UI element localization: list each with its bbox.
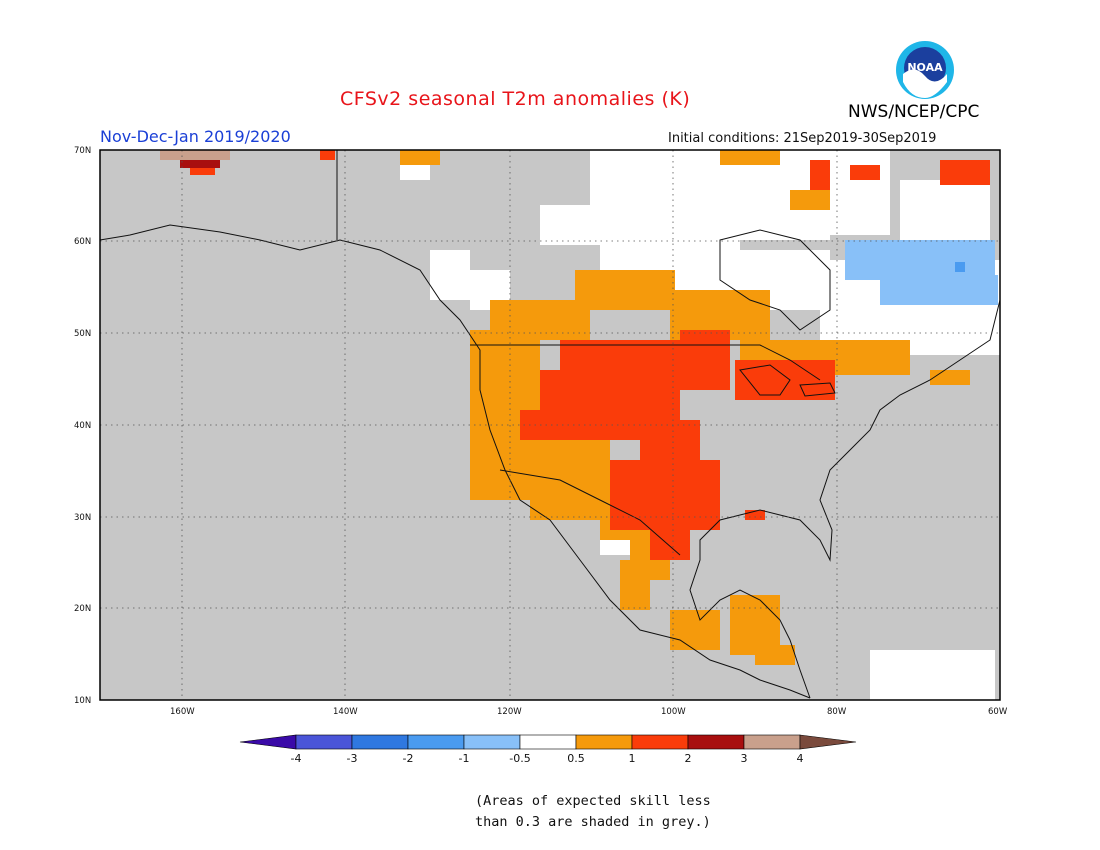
hudson-bay	[719, 229, 831, 331]
anomaly-strong-warm-region	[735, 360, 835, 400]
lon-label: 100W	[661, 707, 686, 717]
anomaly-neutral-region	[430, 250, 470, 300]
legend-swatch	[407, 734, 465, 750]
lon-label: 140W	[333, 707, 358, 717]
lat-label: 10N	[74, 696, 91, 706]
legend-swatch	[575, 734, 633, 750]
legend-label: 0.5	[567, 752, 585, 765]
legend-swatch	[799, 734, 857, 750]
anomaly-cool-region	[955, 262, 965, 272]
anomaly-strong-warm-region	[320, 150, 335, 160]
legend-label: 2	[685, 752, 692, 765]
legend-label: 3	[741, 752, 748, 765]
anomaly-warm-region	[400, 150, 440, 165]
legend-swatch	[743, 734, 801, 750]
anomaly-strong-warm-region	[680, 330, 730, 390]
anomaly-warm-region	[670, 610, 720, 650]
legend-swatch	[351, 734, 409, 750]
anomaly-neutral-region	[540, 205, 600, 245]
map-frame	[99, 149, 1001, 701]
legend-label: -3	[347, 752, 358, 765]
anomaly-warm-region	[930, 370, 970, 385]
lon-labels: 160W 140W 120W 100W 80W 60W	[170, 707, 1008, 717]
legend-label: 4	[797, 752, 804, 765]
lat-label: 20N	[74, 604, 91, 614]
legend-label: -0.5	[509, 752, 530, 765]
coastlines	[99, 150, 1001, 699]
legend-label: -2	[403, 752, 414, 765]
coastline-west	[99, 224, 811, 699]
agency-label: NWS/NCEP/CPC	[848, 102, 980, 122]
legend-swatch	[463, 734, 521, 750]
coastline-east	[689, 299, 1001, 699]
anomaly-strong-warm-region	[850, 165, 880, 180]
lon-label: 160W	[170, 707, 195, 717]
lat-label: 40N	[74, 421, 91, 431]
anomaly-warm-region	[720, 150, 780, 165]
anomaly-warm-region	[530, 440, 610, 520]
legend-swatch	[687, 734, 745, 750]
legend-swatch	[631, 734, 689, 750]
noaa-logo-icon: NOAA	[896, 41, 954, 99]
skill-note: (Areas of expected skill less than 0.3 a…	[475, 791, 711, 833]
anomaly-extreme-warm-region	[160, 150, 230, 160]
lon-label: 80W	[827, 707, 847, 717]
legend-swatch	[295, 734, 353, 750]
forecast-period: Nov-Dec-Jan 2019/2020	[100, 127, 291, 146]
great-lakes	[739, 364, 836, 397]
anomaly-strong-warm-region	[745, 510, 765, 520]
lat-labels: 70N 60N 50N 40N 30N 20N 10N	[74, 146, 91, 706]
map-gridlines	[100, 150, 1000, 700]
initial-conditions: Initial conditions: 21Sep2019-30Sep2019	[668, 131, 937, 146]
legend-swatch	[519, 734, 577, 750]
legend-label: -4	[291, 752, 302, 765]
anomaly-cells	[160, 150, 1000, 700]
lat-label: 70N	[74, 146, 91, 156]
lat-label: 60N	[74, 237, 91, 247]
anomaly-cool-region	[880, 275, 998, 305]
lon-label: 60W	[988, 707, 1008, 717]
skill-note-line: than 0.3 are shaded in grey.)	[475, 814, 711, 830]
legend-label: -1	[459, 752, 470, 765]
anomaly-strong-warm-region	[640, 420, 700, 460]
anomaly-strong-warm-region	[610, 460, 720, 530]
lon-label: 120W	[497, 707, 522, 717]
map-title: CFSv2 seasonal T2m anomalies (K)	[340, 88, 691, 110]
anomaly-cool-region	[845, 240, 995, 280]
skill-note-line: (Areas of expected skill less	[475, 793, 711, 809]
legend-label: 1	[629, 752, 636, 765]
anomaly-neutral-region	[900, 180, 990, 250]
anomaly-strong-warm-region	[940, 160, 990, 185]
anomaly-strong-warm-region	[650, 520, 690, 560]
svg-text:NOAA: NOAA	[907, 61, 943, 74]
us-canada-border	[470, 344, 821, 381]
anomaly-strong-warm-region	[810, 160, 830, 190]
anomaly-warm-region	[790, 190, 830, 210]
anomaly-warm-region	[575, 270, 675, 310]
legend-swatch	[239, 734, 297, 750]
anomaly-very-warm-region	[180, 160, 220, 168]
anomaly-warm-region	[620, 560, 650, 610]
us-mexico-border	[499, 469, 681, 556]
lat-label: 30N	[74, 513, 91, 523]
anomaly-neutral-region	[870, 650, 995, 700]
anomaly-warm-region	[755, 645, 795, 665]
color-legend: -4 -3 -2 -1 -0.5 0.5 1 2 3 4	[239, 734, 857, 765]
lat-label: 50N	[74, 329, 91, 339]
